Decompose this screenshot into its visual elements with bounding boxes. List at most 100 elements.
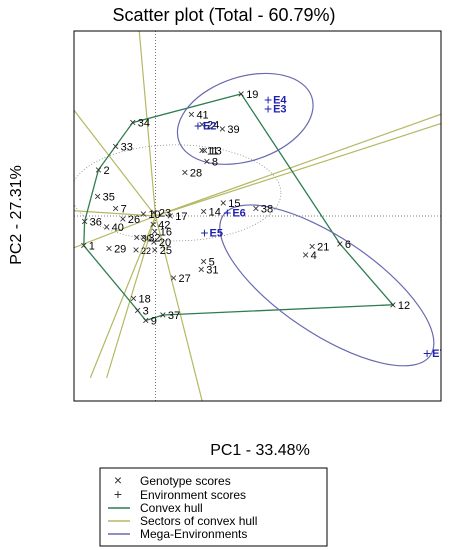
sector-line <box>89 215 157 379</box>
genotype-marker: × <box>198 263 205 277</box>
plot-frame <box>73 30 442 402</box>
legend-box <box>99 467 328 547</box>
genotype-label: 15 <box>228 198 240 210</box>
genotype-label: 2 <box>103 165 109 177</box>
genotype-marker: × <box>336 237 343 251</box>
genotype-label: 10 <box>148 209 160 221</box>
legend-sectors-label: Sectors of convex hull <box>140 514 257 528</box>
sector-line <box>155 122 441 217</box>
genotype-marker: × <box>151 225 158 239</box>
environment-marker: + <box>200 225 208 241</box>
legend-genotype-label: Genotype scores <box>140 474 231 488</box>
genotype-marker: × <box>106 241 113 255</box>
genotype-marker: × <box>188 107 195 121</box>
genotype-label: 18 <box>139 293 151 305</box>
sector-line <box>138 31 157 217</box>
genotype-label: 33 <box>121 142 133 154</box>
legend-environment-label: Environment scores <box>140 488 246 502</box>
genotype-marker: × <box>119 212 126 226</box>
legend: × Genotype scores + Environment scores C… <box>99 467 328 547</box>
genotype-label: 1 <box>89 241 95 253</box>
genotype-marker: × <box>150 205 157 219</box>
genotype-label: 4 <box>311 250 317 262</box>
environment-marker: + <box>194 117 202 133</box>
genotype-label: 16 <box>160 227 172 239</box>
genotype-marker: × <box>199 117 206 131</box>
genotype-label: 13 <box>209 145 221 157</box>
genotype-label: 29 <box>114 243 126 255</box>
environment-label: E4 <box>273 94 287 106</box>
genotype-label: 31 <box>206 265 218 277</box>
legend-hull-label: Convex hull <box>140 501 203 515</box>
genotype-marker: × <box>167 209 174 223</box>
genotype-label: 38 <box>261 204 273 216</box>
x-axis-label: PC1 - 33.48% <box>210 442 310 459</box>
genotype-label: 37 <box>168 310 180 322</box>
genotype-marker: × <box>238 87 245 101</box>
genotype-marker: × <box>159 308 166 322</box>
genotype-marker: × <box>201 143 208 157</box>
legend-genotype-marker-icon: × <box>114 472 122 488</box>
convex-hull <box>83 93 395 322</box>
genotype-label: 20 <box>159 237 171 249</box>
sector-line <box>74 109 157 217</box>
genotype-marker: × <box>200 254 207 268</box>
genotype-label: 40 <box>112 222 124 234</box>
genotype-marker: × <box>140 230 147 244</box>
genotype-marker: × <box>132 243 139 257</box>
genotype-marker: × <box>170 271 177 285</box>
genotype-label: 26 <box>128 214 140 226</box>
genotype-marker: × <box>80 239 87 253</box>
genotype-label: 17 <box>175 211 187 223</box>
genotype-label: 27 <box>178 273 190 285</box>
genotype-label: 41 <box>196 109 208 121</box>
genotype-label: 25 <box>160 245 172 257</box>
sector-line <box>74 215 156 249</box>
genotype-label: 32 <box>148 232 160 244</box>
y-axis-label: PC2 - 27.31% <box>8 165 25 265</box>
genotype-label: 30 <box>142 233 152 243</box>
genotype-label: 6 <box>345 239 351 251</box>
genotype-marker: × <box>220 196 227 210</box>
genotype-label: 22 <box>141 246 151 256</box>
genotype-marker: × <box>140 207 147 221</box>
genotype-label: 19 <box>246 89 258 101</box>
genotype-marker: × <box>103 220 110 234</box>
genotype-label: 23 <box>159 207 171 219</box>
genotype-label: 24 <box>207 119 219 131</box>
genotype-marker: × <box>309 240 316 254</box>
environment-label: E5 <box>209 228 222 240</box>
environment-marker: + <box>223 204 231 220</box>
genotype-label: 11 <box>207 145 218 157</box>
genotype-marker: × <box>203 154 210 168</box>
genotype-marker: × <box>112 140 119 154</box>
sector-line <box>155 113 441 217</box>
genotype-label: 34 <box>138 118 150 130</box>
legend-environment-marker-icon: + <box>114 486 122 502</box>
dotted-reference-ellipse <box>74 144 282 242</box>
environment-label: E7 <box>432 348 445 360</box>
genotype-marker: × <box>81 215 88 229</box>
sector-line <box>106 215 157 379</box>
genotype-label: 36 <box>90 217 102 229</box>
chart-title: Scatter plot (Total - 60.79%) <box>112 5 335 25</box>
genotype-marker: × <box>302 248 309 262</box>
genotype-marker: × <box>199 143 206 157</box>
genotype-marker: × <box>142 314 149 328</box>
genotype-marker: × <box>112 202 119 216</box>
sector-line <box>74 210 156 217</box>
genotype-label: 3 <box>143 305 149 317</box>
genotype-marker: × <box>94 190 101 204</box>
genotype-marker: × <box>150 217 157 231</box>
mega-environment-ellipse-2 <box>219 204 435 367</box>
genotype-label: 42 <box>158 219 170 231</box>
genotype-marker: × <box>200 204 207 218</box>
genotype-label: 7 <box>121 204 127 216</box>
genotype-marker: × <box>181 166 188 180</box>
environment-marker: + <box>264 91 272 107</box>
genotype-marker: × <box>150 235 157 249</box>
genotype-marker: × <box>252 202 259 216</box>
